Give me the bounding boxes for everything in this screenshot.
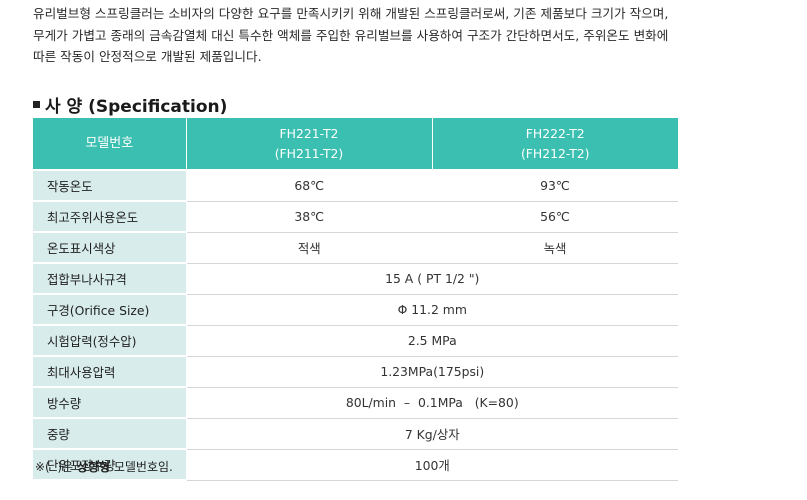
table-row: 접합부나사규격 15 A ( PT 1/2 "): [33, 263, 678, 295]
row-label: 작동온도: [33, 170, 187, 202]
footnote-prefix: ※( )은: [35, 460, 77, 474]
row-value: 7 Kg/상자: [186, 418, 678, 450]
row-label: 온도표시색상: [33, 232, 187, 264]
footnote: ※( )은 상향형 모델번호임.: [35, 458, 173, 475]
row-value: 68℃: [186, 170, 432, 202]
table-row: 작동온도 68℃ 93℃: [33, 170, 678, 202]
model-alt-code: (FH211-T2): [274, 145, 344, 161]
model-header: FH222-T2 (FH212-T2): [432, 118, 678, 171]
row-value: 2.5 MPa: [186, 325, 678, 357]
table-row: 온도표시색상 적색 녹색: [33, 232, 678, 264]
table-row: 최고주위사용온도 38℃ 56℃: [33, 201, 678, 233]
table-row: 구경(Orifice Size) Φ 11.2 mm: [33, 294, 678, 326]
intro-line: 무게가 가볍고 종래의 금속감열체 대신 특수한 액체를 주입한 유리벌브를 사…: [33, 27, 669, 43]
row-value: 80L/min – 0.1MPa (K=80): [186, 387, 678, 419]
row-value: 56℃: [432, 201, 678, 233]
row-value: 38℃: [186, 201, 432, 233]
row-value: 100개: [186, 449, 678, 481]
table-row: 시험압력(정수압) 2.5 MPa: [33, 325, 678, 357]
row-value: 1.23MPa(175psi): [186, 356, 678, 388]
row-value: 녹색: [432, 232, 678, 264]
intro-text: 유리벌브형 스프링클러는 소비자의 다양한 요구를 만족시키키 위해 개발된 스…: [33, 3, 781, 68]
row-label: 최고주위사용온도: [33, 201, 187, 233]
model-header-label: 모델번호: [33, 118, 187, 171]
spec-heading-text: 사 양 (Specification): [45, 97, 228, 117]
row-value: 15 A ( PT 1/2 "): [186, 263, 678, 295]
intro-line: 따른 작동이 안정적으로 개발된 제품입니다.: [33, 49, 262, 64]
table-header-row: 모델번호 FH221-T2 (FH211-T2) FH222-T2 (FH212…: [33, 118, 678, 171]
row-value: 적색: [186, 232, 432, 264]
row-label: 방수량: [33, 387, 187, 419]
intro-line: 유리벌브형 스프링클러는 소비자의 다양한 요구를 만족시키키 위해 개발된 스…: [33, 6, 669, 21]
row-value: Φ 11.2 mm: [186, 294, 678, 326]
row-label: 중량: [33, 418, 187, 450]
model-code: FH222-T2: [525, 125, 585, 141]
footnote-bold: 상향형: [76, 460, 111, 474]
spec-table: 모델번호 FH221-T2 (FH211-T2) FH222-T2 (FH212…: [33, 118, 678, 481]
model-alt-code: (FH212-T2): [520, 145, 590, 161]
table-row: 방수량 80L/min – 0.1MPa (K=80): [33, 387, 678, 419]
table-row: 단위포장수량 100개: [33, 449, 678, 481]
row-label: 시험압력(정수압): [33, 325, 187, 357]
row-label: 구경(Orifice Size): [33, 294, 187, 326]
row-value: 93℃: [432, 170, 678, 202]
square-bullet-icon: [33, 101, 40, 108]
row-label: 접합부나사규격: [33, 263, 187, 295]
table-row: 중량 7 Kg/상자: [33, 418, 678, 450]
model-header: FH221-T2 (FH211-T2): [186, 118, 433, 171]
row-label: 단위포장수량: [33, 449, 187, 481]
table-row: 최대사용압력 1.23MPa(175psi): [33, 356, 678, 388]
footnote-suffix: 모델번호임.: [110, 460, 173, 474]
model-code: FH221-T2: [279, 125, 339, 141]
spec-heading: 사 양 (Specification): [33, 92, 227, 117]
row-label: 최대사용압력: [33, 356, 187, 388]
